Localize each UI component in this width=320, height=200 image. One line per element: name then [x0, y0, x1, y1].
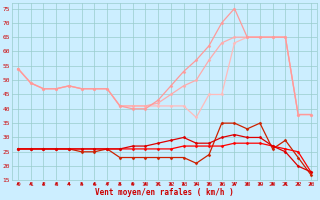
- X-axis label: Vent moyen/en rafales ( km/h ): Vent moyen/en rafales ( km/h ): [95, 188, 234, 197]
